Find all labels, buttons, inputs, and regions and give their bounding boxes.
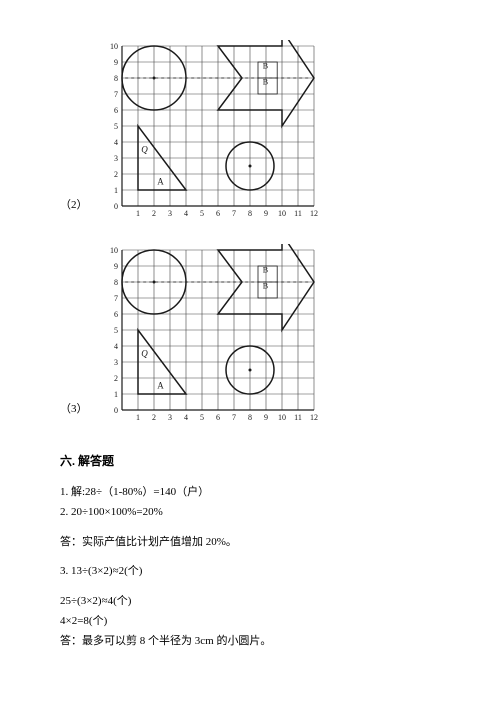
figure-3: （3） 012345678910123456789101112AQBB [60,244,440,424]
svg-text:A: A [157,380,164,390]
answer-gap [60,582,440,592]
svg-text:9: 9 [264,209,268,218]
figure-3-label: （3） [60,400,88,416]
svg-text:6: 6 [216,209,220,218]
svg-text:8: 8 [248,413,252,422]
svg-text:B: B [262,77,267,86]
svg-text:0: 0 [114,406,118,415]
svg-text:1: 1 [136,413,140,422]
svg-text:7: 7 [114,90,118,99]
svg-text:5: 5 [114,122,118,131]
svg-text:7: 7 [232,209,236,218]
svg-text:6: 6 [114,106,118,115]
svg-text:8: 8 [248,209,252,218]
svg-text:3: 3 [114,358,118,367]
svg-text:2: 2 [152,209,156,218]
svg-text:10: 10 [278,413,286,422]
answer-gap [60,523,440,533]
grid-figure-3: 012345678910123456789101112AQBB [100,244,330,424]
svg-text:B: B [262,265,267,274]
svg-text:4: 4 [114,342,118,351]
svg-text:1: 1 [136,209,140,218]
svg-text:12: 12 [310,413,318,422]
svg-text:10: 10 [110,246,118,255]
answer-line: 3. 13÷(3×2)≈2(个) [60,562,440,582]
svg-text:3: 3 [114,154,118,163]
figure-2-label: （2） [60,196,88,212]
svg-text:2: 2 [114,170,118,179]
svg-text:4: 4 [184,413,188,422]
figure-2: （2） 012345678910123456789101112AQBB [60,40,440,220]
svg-text:B: B [262,61,267,70]
svg-text:7: 7 [232,413,236,422]
answer-line: 25÷(3×2)≈4(个) [60,592,440,612]
svg-text:Q: Q [141,144,148,154]
svg-text:5: 5 [114,326,118,335]
answers-block: 1. 解:28÷（1-80%）=140（户）2. 20÷100×100%=20%… [60,483,440,652]
svg-text:8: 8 [114,278,118,287]
answer-line: 答：最多可以剪 8 个半径为 3cm 的小圆片。 [60,632,440,652]
answer-line: 1. 解:28÷（1-80%）=140（户） [60,483,440,503]
svg-text:2: 2 [152,413,156,422]
svg-text:6: 6 [114,310,118,319]
grid-figure-2: 012345678910123456789101112AQBB [100,40,330,220]
answer-line: 答：实际产值比计划产值增加 20%。 [60,533,440,553]
svg-text:B: B [262,281,267,290]
svg-text:1: 1 [114,186,118,195]
svg-text:6: 6 [216,413,220,422]
svg-text:9: 9 [114,58,118,67]
answer-line: 4×2=8(个) [60,612,440,632]
svg-text:5: 5 [200,209,204,218]
svg-text:3: 3 [168,413,172,422]
svg-text:7: 7 [114,294,118,303]
svg-text:2: 2 [114,374,118,383]
svg-text:Q: Q [141,348,148,358]
svg-text:1: 1 [114,390,118,399]
svg-text:9: 9 [264,413,268,422]
svg-text:11: 11 [294,413,302,422]
svg-text:10: 10 [110,42,118,51]
svg-text:8: 8 [114,74,118,83]
answer-line: 2. 20÷100×100%=20% [60,503,440,523]
svg-text:4: 4 [114,138,118,147]
svg-text:A: A [157,176,164,186]
svg-text:10: 10 [278,209,286,218]
svg-text:5: 5 [200,413,204,422]
svg-text:0: 0 [114,202,118,211]
svg-text:3: 3 [168,209,172,218]
svg-text:12: 12 [310,209,318,218]
answer-gap [60,552,440,562]
section-title: 六. 解答题 [60,452,440,469]
svg-text:11: 11 [294,209,302,218]
svg-text:4: 4 [184,209,188,218]
svg-text:9: 9 [114,262,118,271]
